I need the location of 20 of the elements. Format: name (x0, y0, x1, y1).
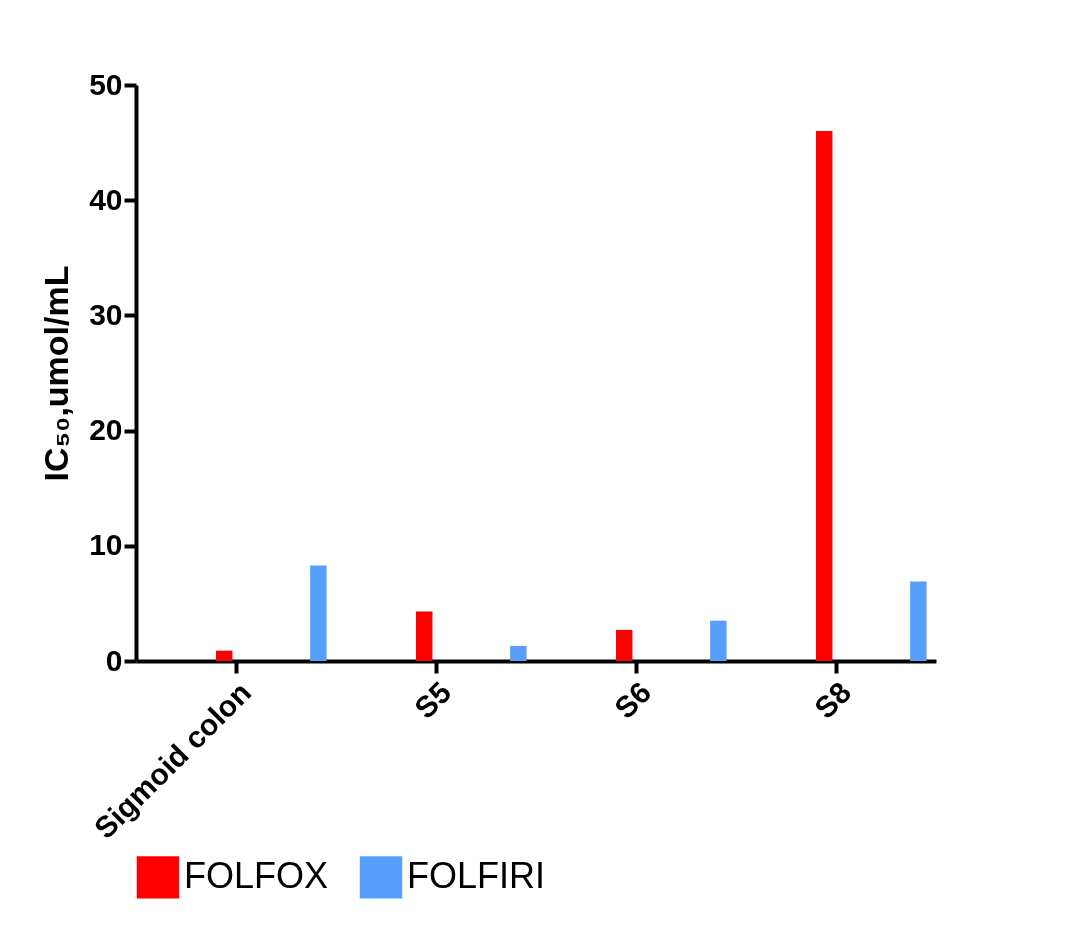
bar (416, 611, 433, 661)
y-axis-title: IC₅₀,umol/mL (37, 265, 76, 482)
y-tick-label: 20 (89, 413, 123, 447)
bar (910, 581, 927, 661)
bar (616, 629, 633, 661)
bar (510, 646, 527, 661)
y-tick-label: 0 (105, 643, 123, 677)
y-tick-label: 30 (89, 297, 123, 331)
x-tick-label: S5 (407, 675, 458, 725)
x-tick-label: S8 (807, 675, 858, 725)
y-tick-label: 40 (89, 182, 123, 216)
bar (310, 565, 327, 661)
y-tick-label: 10 (89, 528, 123, 562)
bar (816, 131, 833, 661)
bar (710, 620, 727, 661)
y-tick-label: 50 (89, 67, 123, 101)
legend-label: FOLFOX (184, 855, 329, 897)
legend-label: FOLFIRI (407, 855, 546, 897)
x-tick-label: S6 (607, 675, 658, 725)
bar (216, 650, 233, 661)
